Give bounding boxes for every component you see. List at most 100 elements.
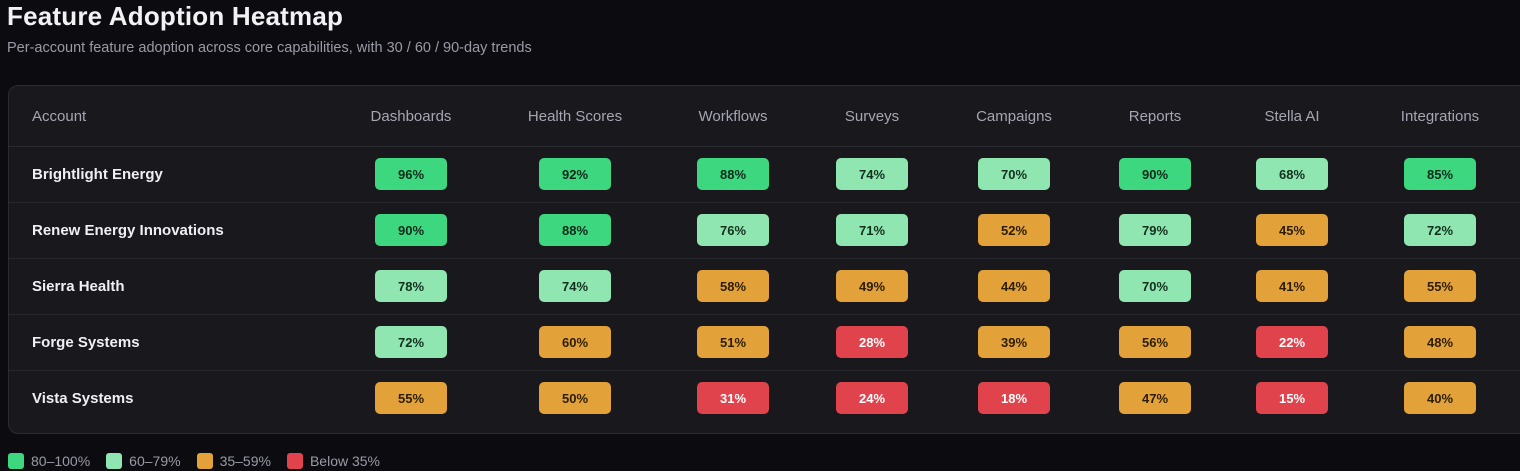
- table-row[interactable]: Sierra Health 78% 74% 58% 49% 44% 70% 41% 55%: [9, 258, 1520, 315]
- adoption-pill[interactable]: 28%: [836, 326, 908, 358]
- cell-integrations: 48%: [1370, 314, 1510, 370]
- adoption-pill[interactable]: 49%: [836, 270, 908, 302]
- account-name[interactable]: Vista Systems: [32, 389, 134, 407]
- legend-item: 80–100%: [8, 453, 90, 469]
- adoption-pill[interactable]: 18%: [978, 382, 1050, 414]
- cell-integrations: 85%: [1370, 146, 1510, 202]
- adoption-pill[interactable]: 22%: [1256, 326, 1328, 358]
- cell-integrations: 55%: [1370, 258, 1510, 314]
- adoption-pill[interactable]: 24%: [836, 382, 908, 414]
- cell-workflows: 58%: [663, 258, 803, 314]
- adoption-pill[interactable]: 90%: [375, 214, 447, 246]
- table-row[interactable]: Forge Systems 72% 60% 51% 28% 39% 56% 22% 48%: [9, 314, 1520, 371]
- cell-surveys: 24%: [802, 370, 942, 426]
- legend-swatch: [286, 453, 303, 469]
- cell-surveys: 49%: [802, 258, 942, 314]
- adoption-pill[interactable]: 72%: [1404, 214, 1476, 246]
- adoption-pill[interactable]: 48%: [1404, 326, 1476, 358]
- adoption-pill[interactable]: 88%: [697, 158, 769, 190]
- adoption-pill[interactable]: 71%: [836, 214, 908, 246]
- cell-health-scores: 88%: [505, 202, 645, 258]
- cell-dashboards: 78%: [341, 258, 481, 314]
- cell-health-scores: 50%: [505, 370, 645, 426]
- adoption-pill[interactable]: 70%: [978, 158, 1050, 190]
- account-name[interactable]: Brightlight Energy: [32, 165, 163, 183]
- column-header-health-scores[interactable]: Health Scores: [527, 107, 623, 125]
- adoption-pill[interactable]: 51%: [697, 326, 769, 358]
- cell-surveys: 71%: [802, 202, 942, 258]
- cell-stella-ai: 15%: [1222, 370, 1362, 426]
- account-name[interactable]: Sierra Health: [32, 277, 125, 295]
- account-name[interactable]: Renew Energy Innovations: [32, 221, 224, 239]
- adoption-pill[interactable]: 72%: [375, 326, 447, 358]
- legend: 80–100% 60–79% 35–59% Below 35%: [8, 453, 396, 469]
- heatmap-table: Account Dashboards Health Scores Workflo…: [8, 85, 1520, 434]
- adoption-pill[interactable]: 45%: [1256, 214, 1328, 246]
- legend-label: 60–79%: [129, 453, 181, 469]
- page-subtitle: Per-account feature adoption across core…: [7, 40, 532, 56]
- adoption-pill[interactable]: 79%: [1119, 214, 1191, 246]
- adoption-pill[interactable]: 60%: [539, 326, 611, 358]
- adoption-pill[interactable]: 44%: [978, 270, 1050, 302]
- legend-swatch: [196, 453, 213, 469]
- adoption-pill[interactable]: 55%: [375, 382, 447, 414]
- cell-reports: 70%: [1085, 258, 1225, 314]
- adoption-pill[interactable]: 58%: [697, 270, 769, 302]
- table-row[interactable]: Renew Energy Innovations 90% 88% 76% 71% 52% 7…: [9, 202, 1520, 259]
- cell-workflows: 76%: [663, 202, 803, 258]
- legend-label: 80–100%: [31, 453, 91, 469]
- adoption-pill[interactable]: 78%: [375, 270, 447, 302]
- adoption-pill[interactable]: 74%: [539, 270, 611, 302]
- adoption-pill[interactable]: 92%: [539, 158, 611, 190]
- adoption-pill[interactable]: 55%: [1404, 270, 1476, 302]
- adoption-pill[interactable]: 74%: [836, 158, 908, 190]
- legend-item: 60–79%: [106, 453, 181, 469]
- adoption-pill[interactable]: 39%: [978, 326, 1050, 358]
- table-row[interactable]: Brightlight Energy 96% 92% 88% 74% 70% 90% 68% 8…: [9, 146, 1520, 203]
- cell-health-scores: 60%: [505, 314, 645, 370]
- column-header-surveys[interactable]: Surveys: [844, 107, 900, 125]
- cell-stella-ai: 22%: [1222, 314, 1362, 370]
- cell-workflows: 51%: [663, 314, 803, 370]
- cell-campaigns: 18%: [944, 370, 1084, 426]
- adoption-pill[interactable]: 76%: [697, 214, 769, 246]
- legend-label: 35–59%: [219, 453, 271, 469]
- adoption-pill[interactable]: 47%: [1119, 382, 1191, 414]
- legend-swatch: [8, 453, 24, 469]
- adoption-pill[interactable]: 85%: [1404, 158, 1476, 190]
- cell-dashboards: 96%: [341, 146, 481, 202]
- cell-stella-ai: 45%: [1222, 202, 1362, 258]
- cell-health-scores: 74%: [505, 258, 645, 314]
- legend-item: 35–59%: [196, 453, 271, 469]
- column-header-stella-ai[interactable]: Stella AI: [1264, 107, 1320, 125]
- cell-campaigns: 39%: [944, 314, 1084, 370]
- adoption-pill[interactable]: 88%: [539, 214, 611, 246]
- adoption-pill[interactable]: 40%: [1404, 382, 1476, 414]
- adoption-pill[interactable]: 90%: [1119, 158, 1191, 190]
- cell-reports: 47%: [1085, 370, 1225, 426]
- cell-reports: 90%: [1085, 146, 1225, 202]
- page-title: Feature Adoption Heatmap: [7, 1, 344, 31]
- column-header-reports[interactable]: Reports: [1128, 107, 1182, 125]
- adoption-pill[interactable]: 15%: [1256, 382, 1328, 414]
- legend-item: Below 35%: [286, 453, 380, 469]
- adoption-pill[interactable]: 70%: [1119, 270, 1191, 302]
- column-header-campaigns[interactable]: Campaigns: [976, 107, 1052, 125]
- adoption-pill[interactable]: 41%: [1256, 270, 1328, 302]
- account-name[interactable]: Forge Systems: [32, 333, 140, 351]
- column-header-account[interactable]: Account: [32, 107, 87, 125]
- adoption-pill[interactable]: 68%: [1256, 158, 1328, 190]
- adoption-pill[interactable]: 52%: [978, 214, 1050, 246]
- adoption-pill[interactable]: 96%: [375, 158, 447, 190]
- adoption-pill[interactable]: 50%: [539, 382, 611, 414]
- adoption-pill[interactable]: 56%: [1119, 326, 1191, 358]
- table-row[interactable]: Vista Systems 55% 50% 31% 24% 18% 47% 15% 40%: [9, 370, 1520, 426]
- cell-integrations: 40%: [1370, 370, 1510, 426]
- column-header-integrations[interactable]: Integrations: [1400, 107, 1480, 125]
- cell-stella-ai: 41%: [1222, 258, 1362, 314]
- table-header: Account Dashboards Health Scores Workflo…: [9, 86, 1520, 147]
- column-header-workflows[interactable]: Workflows: [698, 107, 768, 125]
- cell-integrations: 72%: [1370, 202, 1510, 258]
- adoption-pill[interactable]: 31%: [697, 382, 769, 414]
- column-header-dashboards[interactable]: Dashboards: [370, 107, 452, 125]
